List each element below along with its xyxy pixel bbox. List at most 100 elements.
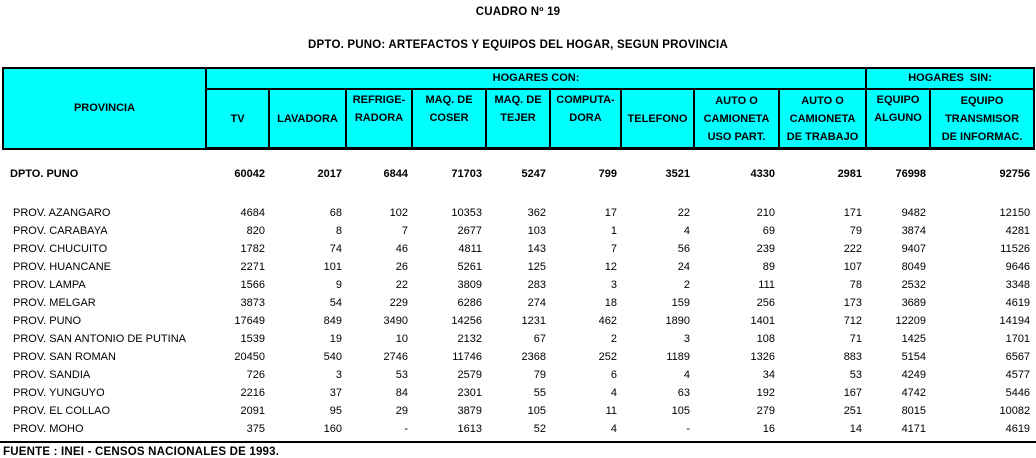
cell-value: 26 <box>395 261 408 273</box>
cell-value: 14194 <box>999 315 1031 327</box>
cell-value: 5154 <box>901 351 927 363</box>
cell-value: 8015 <box>901 405 927 417</box>
table-row-province: PROV. MELGAR 3873 54 229 6286 274 18 159 256 173 3… <box>3 294 1034 312</box>
table-row-province: PROV. EL COLLAO 2091 95 29 3879 105 11 105 279 25… <box>3 402 1034 420</box>
table-row-province: PROV. YUNGUYO 2216 37 84 2301 55 4 63 192 167 4742… <box>3 384 1034 402</box>
cell-value: 251 <box>843 405 863 417</box>
cell-value: 5247 <box>521 168 546 180</box>
cell-value: 9646 <box>1005 261 1031 273</box>
cell-value: 1566 <box>240 279 265 291</box>
cell-value: 69 <box>762 225 775 237</box>
cell-value: 2579 <box>457 369 482 381</box>
statistics-table: PROVINCIA HOGARES CON: HOGARES SIN: TV L… <box>2 67 1036 439</box>
cell-value: 79 <box>533 369 546 381</box>
cell-value: 143 <box>527 243 546 255</box>
table-row-province: PROV. AZANGARO 4684 68 102 10353 362 17 22 210 17… <box>3 204 1034 222</box>
cell-value: 3490 <box>383 315 408 327</box>
cell-value: 4742 <box>901 387 927 399</box>
cell-value: 3 <box>610 279 617 291</box>
cell-value: 103 <box>527 225 546 237</box>
cell-value: 167 <box>843 387 863 399</box>
column-header-lavadora: LAVADORA <box>268 88 347 150</box>
cell-value: 8 <box>335 225 342 237</box>
cell-value: 6567 <box>1005 351 1031 363</box>
table-row-province: PROV. SAN ROMAN 20450 540 2746 11746 2368 252 1… <box>3 348 1034 366</box>
cell-value: 10082 <box>999 405 1031 417</box>
cell-value: 60042 <box>234 168 265 180</box>
column-header-maq-de-tejer: MAQ. DE TEJER <box>485 88 551 150</box>
cell-value: - <box>404 423 408 435</box>
cell-value: 274 <box>527 297 546 309</box>
cell-value: 56 <box>677 243 690 255</box>
cell-value: 4684 <box>240 207 265 219</box>
cell-value: 160 <box>323 423 342 435</box>
page-subtitle: DPTO. PUNO: ARTEFACTOS Y EQUIPOS DEL HOG… <box>308 39 728 51</box>
table-body: DPTO. PUNO 60042 2017 6844 71703 5247 799 3521 4… <box>3 149 1034 439</box>
cell-value: 229 <box>389 297 408 309</box>
cell-value: 4 <box>610 423 617 435</box>
cell-value: 68 <box>329 207 342 219</box>
table-row-province: PROV. LAMPA 1566 9 22 3809 283 3 2 111 78 2532 3348 <box>3 276 1034 294</box>
cell-value: 76998 <box>895 168 927 180</box>
cell-value: 111 <box>758 279 775 291</box>
cell-value: 11746 <box>452 351 482 363</box>
cell-value: 210 <box>756 207 775 219</box>
cell-value: 17 <box>604 207 617 219</box>
cell-value: 3809 <box>457 279 482 291</box>
cell-value: 4330 <box>750 168 775 180</box>
cell-value: 849 <box>323 315 342 327</box>
cell-value: 2091 <box>240 405 265 417</box>
cell-value: 67 <box>533 333 546 345</box>
cell-value: 125 <box>527 261 546 273</box>
cell-value: 2677 <box>457 225 482 237</box>
cell-value: 105 <box>671 405 690 417</box>
cell-value: 95 <box>329 405 342 417</box>
cell-value: 12209 <box>895 315 927 327</box>
cell-value: 239 <box>756 243 775 255</box>
cell-value: 71 <box>849 333 863 345</box>
cell-value: 8049 <box>901 261 927 273</box>
cell-value: 37 <box>329 387 342 399</box>
cell-value: 1 <box>610 225 617 237</box>
cell-value: 79 <box>849 225 863 237</box>
cell-value: 2216 <box>240 387 265 399</box>
row-label: PROV. SANDIA <box>13 369 91 381</box>
cell-value: 2301 <box>457 387 482 399</box>
cell-value: 4281 <box>1005 225 1031 237</box>
table-row-province: PROV. SANDIA 726 3 53 2579 79 6 4 34 53 4249 4577 <box>3 366 1034 384</box>
cell-value: 159 <box>671 297 690 309</box>
cell-value: 1539 <box>240 333 265 345</box>
spacer-cell <box>3 183 1034 204</box>
cell-value: 2981 <box>837 168 863 180</box>
cell-value: 17649 <box>234 315 265 327</box>
cell-value: 1425 <box>901 333 927 345</box>
cell-value: 3689 <box>901 297 927 309</box>
spacer-row <box>3 183 1034 204</box>
row-label: DPTO. PUNO <box>10 168 79 180</box>
cell-value: 4811 <box>458 243 482 255</box>
cell-value: 4171 <box>901 423 927 435</box>
cell-value: 3348 <box>1005 279 1031 291</box>
row-label: PROV. CHUCUITO <box>13 243 108 255</box>
cell-value: 283 <box>527 279 546 291</box>
cell-value: 12 <box>604 261 617 273</box>
column-header-equipo-alguno: EQUIPO ALGUNO <box>865 88 932 150</box>
row-label: PROV. AZANGARO <box>13 207 111 219</box>
cell-value: 7 <box>610 243 617 255</box>
cell-value: 54 <box>329 297 342 309</box>
cell-value: 883 <box>843 351 863 363</box>
column-header-auto-de-trabajo: AUTO O CAMIONETA DE TRABAJO <box>777 88 868 150</box>
cell-value: 78 <box>849 279 863 291</box>
cell-value: 1613 <box>457 423 482 435</box>
column-header-equipo-transmisor: EQUIPO TRANSMISOR DE INFORMAC. <box>929 88 1036 150</box>
cell-value: 4619 <box>1005 297 1031 309</box>
cell-value: 375 <box>246 423 265 435</box>
cell-value: 53 <box>395 369 408 381</box>
cell-value: 3873 <box>240 297 265 309</box>
cell-value: 11 <box>605 405 617 417</box>
cell-value: 34 <box>762 369 775 381</box>
cell-value: 74 <box>329 243 342 255</box>
cell-value: 9482 <box>901 207 927 219</box>
cell-value: 6844 <box>383 168 408 180</box>
cell-value: 222 <box>843 243 863 255</box>
